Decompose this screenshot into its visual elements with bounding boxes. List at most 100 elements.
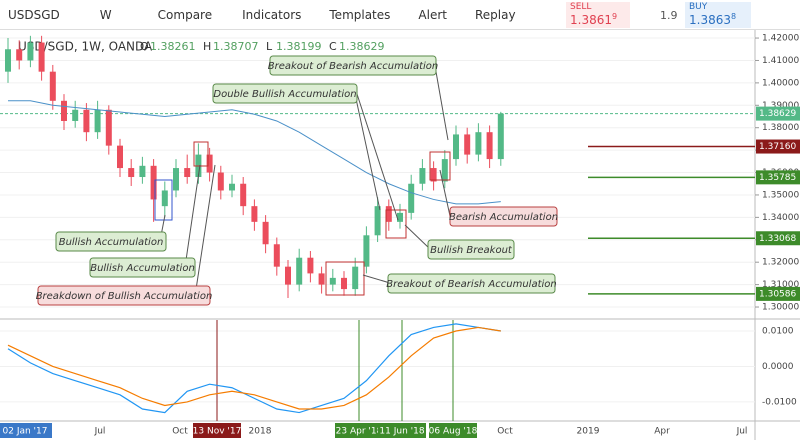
sell[interactable]: SELL 1.38619 [566,2,630,28]
candle-body [385,206,392,222]
buy-label: BUY [689,2,708,12]
y-tick-label: 0.0100 [762,326,794,336]
buy[interactable]: BUY 1.38638 [685,2,751,28]
callout-line [434,65,449,141]
ohlc-key: C [329,40,337,53]
annotation: Breakdown of Bullish Accumulation [36,291,213,302]
candle-body [497,113,504,160]
candle-body [296,257,303,285]
sell-price: 1.3861 [570,13,612,27]
highlight-box [193,141,209,167]
y-tick-label: 1.32000 [762,258,799,268]
callout-line [354,93,381,211]
candle-body [374,206,381,236]
toolbar: USDSGD W Compare Indicators Templates Al… [0,0,800,30]
x-tick-label: Apr [654,427,670,437]
button[interactable]: Templates [329,7,391,22]
candle-body [139,165,146,178]
annotation: Bullish Breakout [430,245,513,256]
annotation: Bullish Accumulation [59,237,164,248]
candle-body [83,109,90,133]
last-price-tag [756,106,800,121]
candle-body [117,145,123,169]
annotation-box [427,239,515,260]
candle-body [240,183,247,207]
callout-line [194,164,216,297]
ohlc-key: H [203,40,211,53]
y-tick-label: 1.38000 [762,123,799,133]
callout-line [404,224,431,250]
candle-body [128,168,135,178]
candle-body [5,49,11,72]
ohlc-key: O [140,40,149,53]
x-tick-label: Oct [497,427,513,437]
candle-body [475,132,482,155]
event-label: 13 Nov '17 [193,427,242,437]
level-label: 1.37160 [759,142,796,152]
ohlc-key: L [266,40,273,53]
candle-body [408,183,415,213]
annotation-box [37,285,211,306]
y-tick-label: 1.30000 [762,303,799,313]
candle-body [397,212,403,222]
candle-body [453,134,459,160]
signal-line [7,326,501,410]
annotation: Bearish Accumulation [449,212,558,223]
candle-body [341,277,347,290]
annotation: Bullish Accumulation [90,263,195,274]
candle-body [173,168,179,191]
x-tick-label: Oct [172,427,188,437]
buy-sup: 8 [731,12,737,21]
candle-body [184,168,191,178]
level-label: 1.33068 [759,234,796,244]
buy-price: 1.3863 [689,13,731,27]
y-tick-label: 1.41000 [762,56,799,66]
candle-body [307,257,314,274]
candle-body [419,168,426,184]
symbol[interactable]: USDSGD [8,7,60,22]
candle-body [273,244,280,267]
annotation: Breakout of Bearish Accumulation [386,279,557,290]
candle-body [16,49,23,61]
candle-body [441,159,448,182]
ohlc-value: 1.38707 [213,40,259,53]
y-tick-label: 1.42000 [762,34,799,44]
callout-line [184,164,201,268]
level-tag [756,286,800,301]
level-tag [756,170,800,185]
interval[interactable]: W [99,7,112,22]
event-label: 06 Aug '18 [429,427,478,437]
event-tag [335,423,383,438]
callout-line [362,274,391,284]
y-tick-label: -0.0100 [762,397,797,407]
highlight-box [429,151,451,181]
candle-body [61,100,67,121]
level-label: 1.35785 [759,173,796,183]
x-tick-label: 2019 [577,427,600,437]
level-tag [756,139,800,154]
button[interactable]: Compare [157,7,213,22]
y-tick-label: 1.35000 [762,190,799,200]
candle-body [206,154,213,173]
button[interactable]: Replay [474,7,516,22]
ohlc-value: 1.38261 [150,40,196,53]
sell-label: SELL [570,2,592,12]
candle-body [38,42,45,72]
candle-body [464,134,471,155]
last-price-label: 1.38629 [759,109,796,119]
candle-body [217,172,224,191]
x-tick-label: Jul [94,427,106,437]
button[interactable]: Indicators [242,7,302,22]
event-tag [429,423,477,438]
candle-body [363,235,370,267]
event-tag [193,423,241,438]
candle-body [150,165,157,200]
legend-title: USD/SGD, 1W, OANDA [18,40,153,54]
x-tick-label: Jul [736,427,748,437]
button[interactable]: Alert [418,7,447,22]
macd-line [7,323,501,414]
annotation-box [449,206,558,227]
highlight-box [385,209,407,239]
highlight-box [325,261,365,296]
x-tick-label: 02 Jan '17 [3,427,48,437]
